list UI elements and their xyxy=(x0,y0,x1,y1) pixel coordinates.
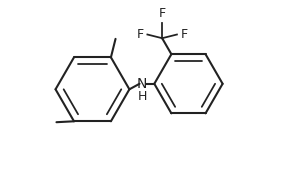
Text: F: F xyxy=(159,7,166,20)
Text: H: H xyxy=(138,90,147,103)
Text: F: F xyxy=(137,28,144,41)
Text: N: N xyxy=(136,77,147,91)
Text: F: F xyxy=(181,28,188,41)
